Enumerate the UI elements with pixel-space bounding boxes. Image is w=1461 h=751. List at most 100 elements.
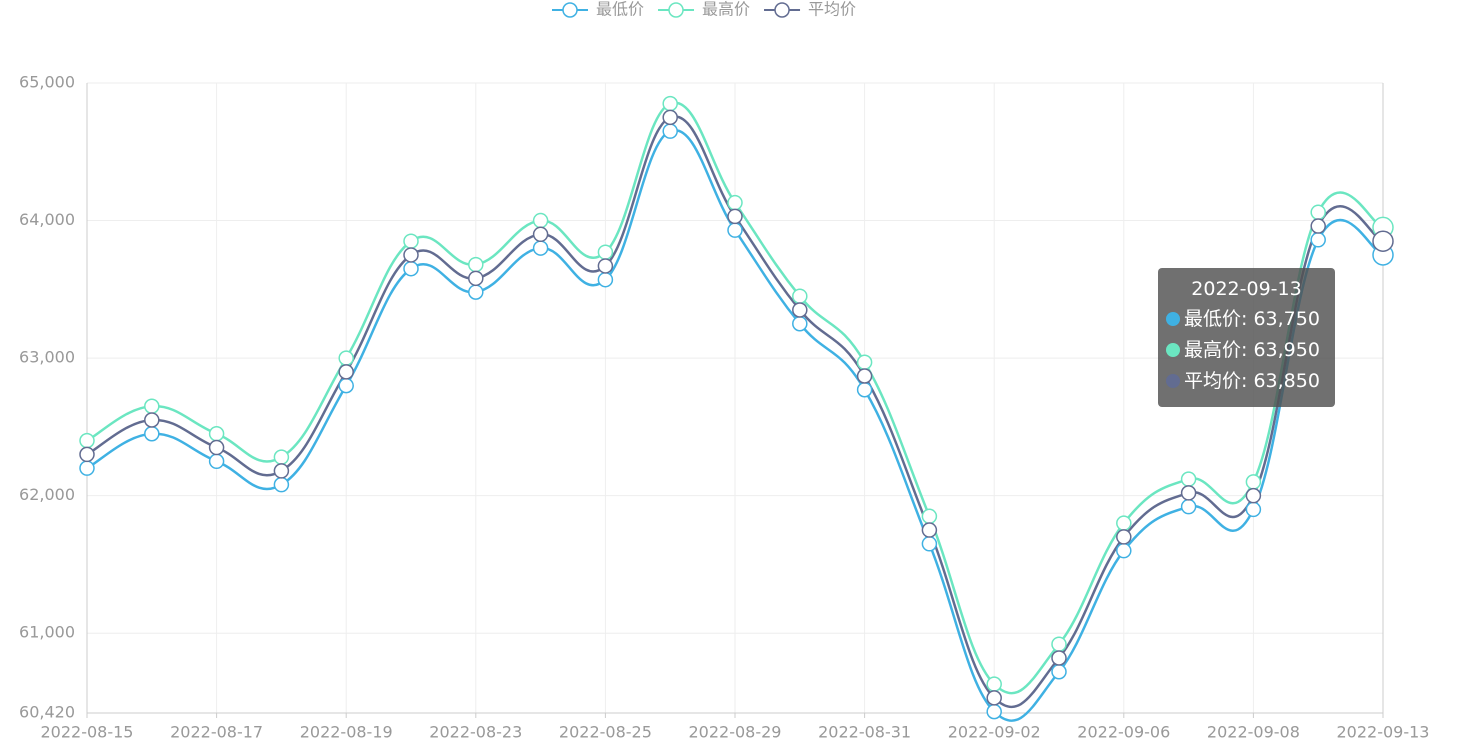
tooltip-value: 63,850 [1253, 370, 1320, 392]
data-point [532, 240, 549, 256]
data-point [1245, 474, 1262, 490]
data-point [403, 260, 419, 277]
data-point [532, 226, 549, 243]
data-point [1051, 636, 1067, 652]
data-point [921, 536, 938, 552]
x-tick-label: 2022-08-31 [818, 723, 911, 742]
legend-label: 平均价 [808, 0, 856, 19]
tooltip: 2022-09-13最低价63,750最高价63,950平均价63,850 [1158, 268, 1335, 407]
x-tick-label: 2022-08-15 [41, 723, 134, 742]
data-point [856, 381, 873, 398]
data-point [79, 432, 95, 449]
data-point [338, 364, 354, 380]
tooltip-row: 平均价63,850 [1166, 366, 1327, 397]
data-point [792, 288, 808, 304]
x-tick-label: 2022-09-02 [948, 723, 1041, 742]
data-point [1310, 204, 1326, 221]
data-point [273, 449, 290, 465]
data-point [662, 95, 678, 112]
data-point [986, 676, 1002, 692]
data-point [1116, 515, 1132, 531]
legend-label: 最高价 [702, 0, 750, 19]
data-point [727, 222, 743, 238]
x-tick-label: 2022-08-29 [689, 723, 782, 742]
data-point [986, 690, 1002, 706]
data-point [662, 109, 678, 126]
data-point [1180, 471, 1197, 487]
y-tick-label: 61,000 [19, 623, 75, 642]
y-tick-label: 62,000 [19, 485, 75, 504]
data-point [79, 446, 95, 463]
data-point [532, 212, 549, 229]
data-point [597, 271, 614, 288]
data-point [1180, 485, 1197, 501]
data-point [338, 350, 354, 366]
tooltip-value: 63,950 [1253, 339, 1320, 361]
data-point [1180, 498, 1197, 515]
tooltip-row: 最高价63,950 [1166, 335, 1327, 366]
data-point [79, 460, 95, 476]
data-point [1051, 650, 1067, 666]
data-point [986, 703, 1002, 720]
tooltip-name: 最高价 [1184, 339, 1253, 361]
data-point [208, 426, 225, 442]
y-tick-label: 65,000 [19, 73, 75, 92]
x-tick-label: 2022-08-17 [170, 723, 263, 742]
data-point [1310, 232, 1326, 248]
legend-icon [774, 2, 790, 18]
data-point [468, 284, 484, 300]
data-point [1116, 542, 1132, 559]
data-point [1051, 663, 1067, 680]
tooltip-dot [1166, 312, 1180, 326]
y-tick-label: 60,420 [19, 703, 75, 722]
data-point [468, 256, 484, 273]
x-tick-label: 2022-08-23 [429, 723, 522, 742]
tooltip-name: 最低价 [1184, 308, 1253, 330]
data-point [856, 368, 873, 384]
data-point [1245, 487, 1262, 504]
data-point [1310, 218, 1326, 234]
tooltip-value: 63,750 [1253, 308, 1320, 330]
data-point [921, 508, 938, 525]
data-point [468, 270, 484, 287]
data-point [792, 315, 808, 332]
x-tick-label: 2022-09-06 [1077, 723, 1170, 742]
tooltip-row: 最低价63,750 [1166, 304, 1327, 335]
data-point [208, 439, 225, 456]
legend-icon [562, 2, 578, 18]
data-point [403, 247, 419, 263]
data-point [856, 354, 873, 370]
data-point [1245, 501, 1262, 518]
data-point [727, 208, 743, 225]
data-point [921, 522, 938, 538]
data-point [144, 426, 160, 442]
tooltip-dot [1166, 343, 1180, 357]
y-tick-label: 63,000 [19, 348, 75, 367]
data-point [597, 258, 614, 274]
data-point [208, 453, 225, 470]
tooltip-title: 2022-09-13 [1191, 278, 1302, 300]
data-point [662, 123, 678, 139]
data-point [597, 244, 614, 260]
data-point [273, 463, 290, 479]
legend-label: 最低价 [596, 0, 644, 19]
x-tick-label: 2022-08-19 [300, 723, 393, 742]
data-point [1372, 230, 1394, 252]
y-tick-label: 64,000 [19, 210, 75, 229]
x-tick-label: 2022-09-08 [1207, 723, 1300, 742]
x-tick-label: 2022-09-13 [1337, 723, 1430, 742]
data-point [403, 233, 419, 249]
data-point [792, 302, 808, 318]
x-tick-label: 2022-08-25 [559, 723, 652, 742]
data-point [144, 412, 160, 428]
data-point [338, 377, 354, 394]
tooltip-name: 平均价 [1184, 370, 1253, 392]
data-point [273, 476, 290, 493]
data-point [727, 194, 743, 211]
tooltip-dot [1166, 374, 1180, 388]
data-point [144, 398, 160, 415]
data-point [1116, 529, 1132, 545]
